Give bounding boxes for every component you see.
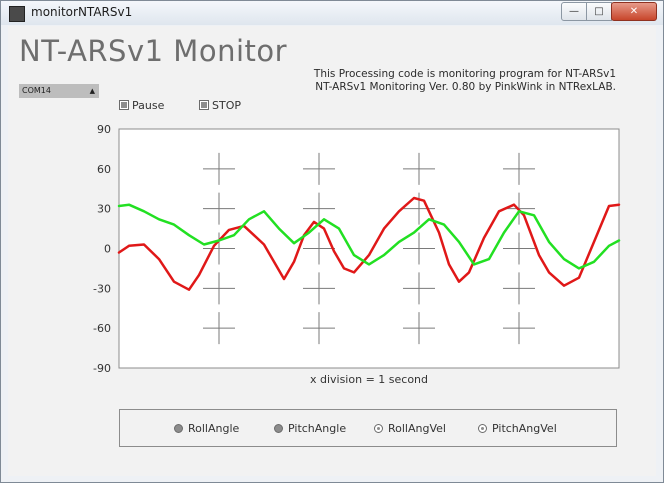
radio-pitchangle[interactable]: PitchAngle — [274, 422, 346, 435]
radio-filled-icon — [174, 424, 183, 433]
maximize-button[interactable]: □ — [586, 2, 612, 21]
grid-cross — [403, 152, 435, 185]
grid-cross — [303, 232, 335, 265]
radio-label: PitchAngVel — [492, 422, 557, 435]
y-tick-label: 30 — [97, 203, 111, 216]
grid-cross — [503, 232, 535, 265]
serial-port-value: COM14 — [22, 86, 51, 95]
y-tick-label: -30 — [93, 282, 111, 295]
grid-cross — [203, 272, 235, 305]
y-tick-label: 60 — [97, 163, 111, 176]
series-lines — [117, 196, 621, 291]
stop-label: STOP — [212, 98, 241, 112]
close-button[interactable]: ✕ — [611, 2, 657, 21]
dropdown-arrow-icon: ▲ — [89, 87, 95, 95]
series-selector-panel: RollAngle PitchAngle RollAngVel PitchAngVel — [119, 409, 617, 447]
y-axis-ticks: 90 60 30 0 -30 -60 -90 — [93, 123, 111, 375]
window-title: monitorNTARSv1 — [31, 5, 133, 19]
y-tick-label: 90 — [97, 123, 111, 136]
description-line-1: This Processing code is monitoring progr… — [313, 68, 616, 80]
plot-chart: 90 60 30 0 -30 -60 -90 x division = 1 second — [93, 123, 621, 386]
radio-label: PitchAngle — [288, 422, 347, 435]
red-series-line — [117, 196, 621, 291]
radio-pitchangvel[interactable]: PitchAngVel — [478, 422, 557, 435]
pause-toggle[interactable]: Pause — [119, 98, 164, 112]
grid-cross — [203, 312, 235, 345]
radio-filled-icon — [274, 424, 283, 433]
radio-rollangle[interactable]: RollAngle — [174, 422, 239, 435]
grid-cross — [203, 152, 235, 185]
grid-crosses — [203, 152, 535, 345]
grid-cross — [403, 232, 435, 265]
radio-hollow-icon — [374, 424, 383, 433]
plot-area — [118, 128, 620, 369]
y-tick-label: 0 — [104, 243, 111, 256]
app-icon — [9, 6, 25, 22]
grid-cross — [203, 192, 235, 225]
sketch-canvas: NT-ARSv1 Monitor This Processing code is… — [8, 26, 656, 476]
pause-label: Pause — [132, 98, 165, 112]
stop-checkbox-icon — [199, 100, 209, 110]
app-description: This Processing code is monitoring progr… — [314, 68, 616, 94]
grid-cross — [203, 232, 235, 265]
title-bar[interactable]: monitorNTARSv1 — □ ✕ — [1, 1, 663, 25]
grid-cross — [503, 152, 535, 185]
grid-cross — [303, 192, 335, 225]
radio-rollangvel[interactable]: RollAngVel — [374, 422, 446, 435]
y-tick-label: -90 — [93, 362, 111, 375]
stop-toggle[interactable]: STOP — [199, 98, 241, 112]
description-line-2: NT-ARSv1 Monitoring Ver. 0.80 by PinkWin… — [315, 81, 616, 93]
radio-hollow-icon — [478, 424, 487, 433]
grid-cross — [303, 312, 335, 345]
grid-cross — [303, 272, 335, 305]
minimize-button[interactable]: — — [561, 2, 587, 21]
x-axis-label: x division = 1 second — [310, 373, 428, 386]
grid-cross — [403, 192, 435, 225]
grid-cross — [403, 312, 435, 345]
app-title: NT-ARSv1 Monitor — [19, 34, 288, 68]
green-series-line — [117, 203, 621, 270]
grid-cross — [503, 312, 535, 345]
y-tick-label: -60 — [93, 322, 111, 335]
serial-port-dropdown[interactable]: COM14 ▲ — [19, 84, 99, 98]
radio-label: RollAngle — [188, 422, 240, 435]
grid-cross — [403, 272, 435, 305]
grid-cross — [503, 272, 535, 305]
pause-checkbox-icon — [119, 100, 129, 110]
radio-label: RollAngVel — [388, 422, 446, 435]
grid-cross — [303, 152, 335, 185]
